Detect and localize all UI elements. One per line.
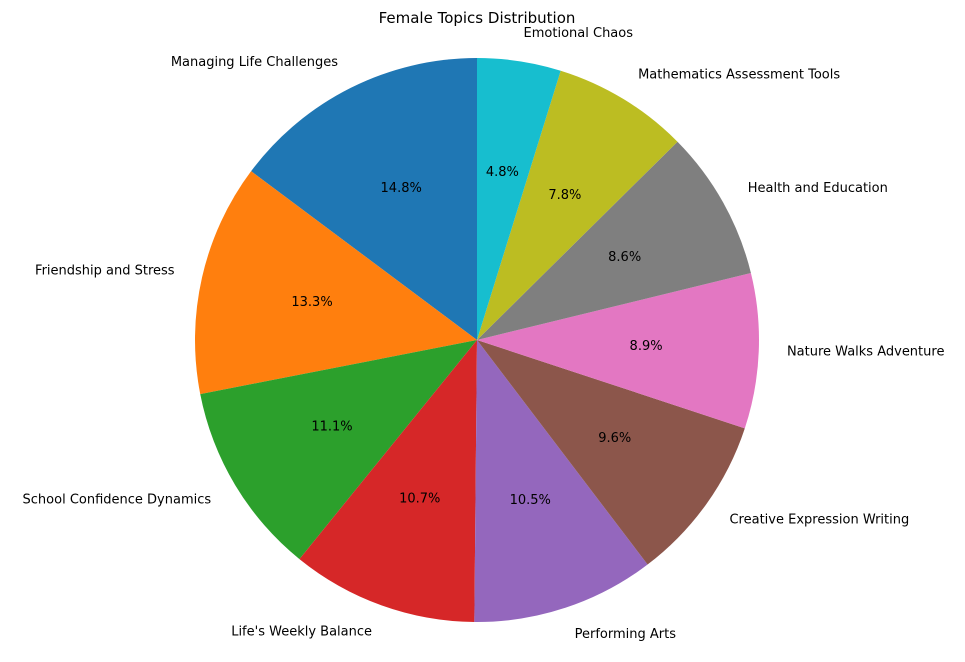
slice-label-creative-expression-writing: Creative Expression Writing — [729, 513, 909, 528]
pie-slice-school-confidence-dynamics — [200, 340, 478, 560]
pie-slice-friendship-and-stress — [195, 171, 477, 395]
pie-slice-nature-walks-adventure — [477, 272, 759, 429]
pie-slice-performing-arts — [474, 340, 648, 623]
pie-slice-managing-life-challenges — [251, 58, 477, 340]
slice-labels: Managing Life Challenges Friendship and S… — [23, 26, 945, 642]
pie-slices — [195, 58, 759, 623]
pie-slice-mathematics-assessment-tools — [477, 70, 678, 340]
slice-label-nature-walks-adventure: Nature Walks Adventure — [787, 345, 945, 360]
percent-label-nature-walks-adventure: 8.9% — [630, 339, 663, 354]
percent-label-emotional-chaos: 4.8% — [486, 165, 519, 180]
percent-label-life-s-weekly-balance: 10.7% — [399, 492, 440, 507]
pie-slice-life-s-weekly-balance — [299, 340, 477, 622]
percent-label-performing-arts: 10.5% — [510, 493, 551, 508]
percent-label-school-confidence-dynamics: 11.1% — [311, 420, 352, 435]
slice-label-life-s-weekly-balance: Life's Weekly Balance — [231, 624, 372, 639]
slice-label-managing-life-challenges: Managing Life Challenges — [171, 55, 338, 70]
slice-label-friendship-and-stress: Friendship and Stress — [35, 263, 175, 278]
percent-label-health-and-education: 8.6% — [608, 250, 641, 265]
slice-label-performing-arts: Performing Arts — [575, 627, 677, 642]
pie-slice-creative-expression-writing — [477, 340, 745, 565]
percent-label-managing-life-challenges: 14.8% — [381, 181, 422, 196]
slice-label-school-confidence-dynamics: School Confidence Dynamics — [23, 492, 212, 507]
percent-label-mathematics-assessment-tools: 7.8% — [548, 188, 581, 203]
percent-labels: 14.8% 13.3% 11.1% 10.7% 10.5% 9.6% 8.9% 8.6% 7.8… — [291, 165, 662, 508]
slice-label-mathematics-assessment-tools: Mathematics Assessment Tools — [638, 67, 840, 82]
chart-title: Female Topics Distribution — [379, 9, 576, 27]
pie-slice-health-and-education — [477, 141, 751, 340]
pie-slice-emotional-chaos — [477, 58, 561, 340]
slice-label-emotional-chaos: Emotional Chaos — [524, 26, 634, 41]
percent-label-creative-expression-writing: 9.6% — [598, 431, 631, 446]
slice-label-health-and-education: Health and Education — [748, 181, 888, 196]
percent-label-friendship-and-stress: 13.3% — [291, 295, 332, 310]
